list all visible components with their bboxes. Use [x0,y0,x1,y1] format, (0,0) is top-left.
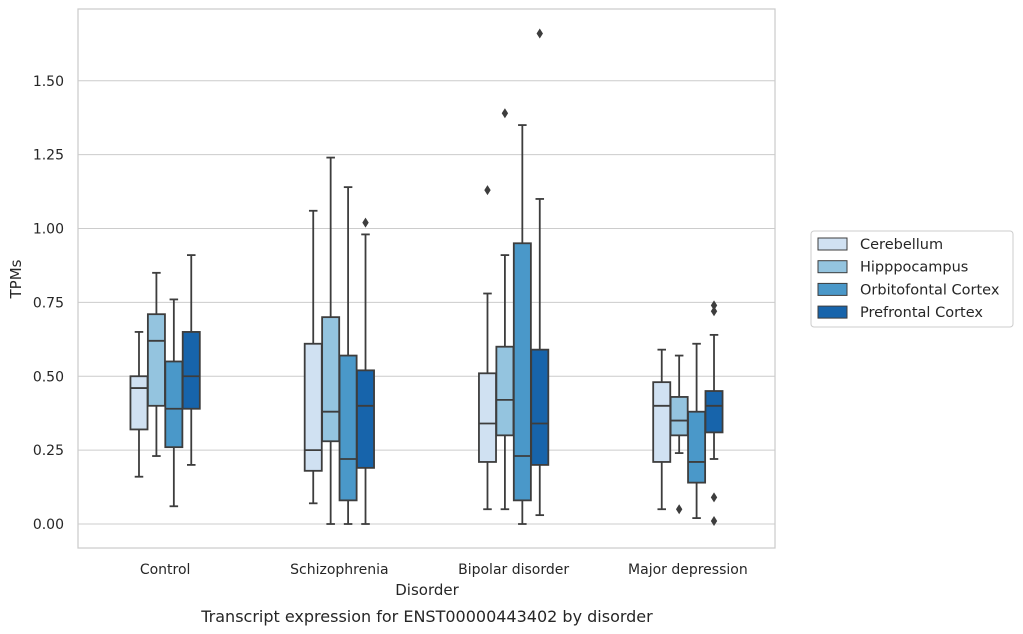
outlier-point [710,306,718,317]
box-body [303,342,323,472]
legend-label: Orbitofontal Cortex [860,282,1000,298]
outlier-point [362,217,369,228]
box-prefrontal-cortex-schizophrenia [356,217,375,525]
x-tick-label: Bipolar disorder [458,562,569,578]
legend-swatch [817,260,848,274]
box-orbitofontal-cortex-major-depression [687,342,707,519]
legend-label: Cerebellum [860,237,943,253]
y-tick-label: 1.50 [33,74,64,90]
plot-frame [77,8,776,549]
box-hipppocampus-bipolar-disorder [495,108,515,511]
box-hipppocampus-major-depression [669,354,689,515]
x-tick-labels: Control Schizophrenia Bipolar disorder Majo… [140,562,748,578]
chart-caption: Transcript expression for ENST0000044340… [200,607,653,626]
legend: Cerebellum Hipppocampus Orbitofontal Corte… [810,230,1014,328]
y-tick-label: 0.25 [33,443,64,459]
box-hipppocampus-control [146,271,166,457]
box-body [530,348,550,466]
box-orbitofontal-cortex-bipolar-disorder [512,124,532,525]
legend-label: Hipppocampus [860,260,968,276]
outlier-point [710,516,718,527]
y-tick-label: 1.25 [33,148,64,164]
box-hipppocampus-schizophrenia [321,156,341,525]
y-tick-labels: 0.00 0.25 0.50 0.75 1.00 1.25 1.50 [33,74,64,533]
y-tick-label: 1.00 [33,222,64,238]
box-body [495,345,515,437]
y-tick-label: 0.50 [33,369,64,385]
outlier-point [675,504,683,515]
box-body [652,381,672,463]
box-prefrontal-cortex-major-depression [704,300,724,527]
outlier-point [536,28,543,39]
outlier-point [710,300,718,311]
box-body [687,410,707,484]
x-axis-label: Disorder [395,581,459,599]
box-orbitofontal-cortex-control [164,298,184,508]
y-tick-label: 0.00 [33,517,64,533]
outlier-point [484,185,491,196]
box-body [669,396,689,437]
box-body [338,354,358,502]
box-prefrontal-cortex-bipolar-disorder [530,28,550,517]
x-tick-label: Schizophrenia [290,562,388,578]
x-tick-label: Major depression [628,562,748,578]
box-plots [129,28,724,527]
box-cerebellum-control [129,331,149,478]
box-orbitofontal-cortex-schizophrenia [338,186,358,525]
legend-label: Prefrontal Cortex [860,305,983,321]
legend-swatch [817,305,848,319]
box-cerebellum-bipolar-disorder [478,185,497,511]
box-cerebellum-schizophrenia [303,209,323,505]
box-prefrontal-cortex-control [181,254,201,466]
box-body [146,313,166,407]
outlier-point [501,108,509,119]
legend-frame [810,230,1014,328]
box-body [512,242,532,502]
legend-swatch [817,237,848,251]
box-body [181,331,201,410]
box-body [704,390,724,434]
outlier-point [710,492,718,503]
legend-swatch [817,282,848,296]
x-tick-label: Control [140,562,191,578]
box-cerebellum-major-depression [652,348,672,511]
y-tick-label: 0.75 [33,295,64,311]
box-body [164,360,184,449]
box-body [478,372,497,463]
box-body [356,369,375,469]
y-axis-label: TPMs [7,259,25,299]
box-body [129,375,149,431]
box-body [321,316,341,443]
